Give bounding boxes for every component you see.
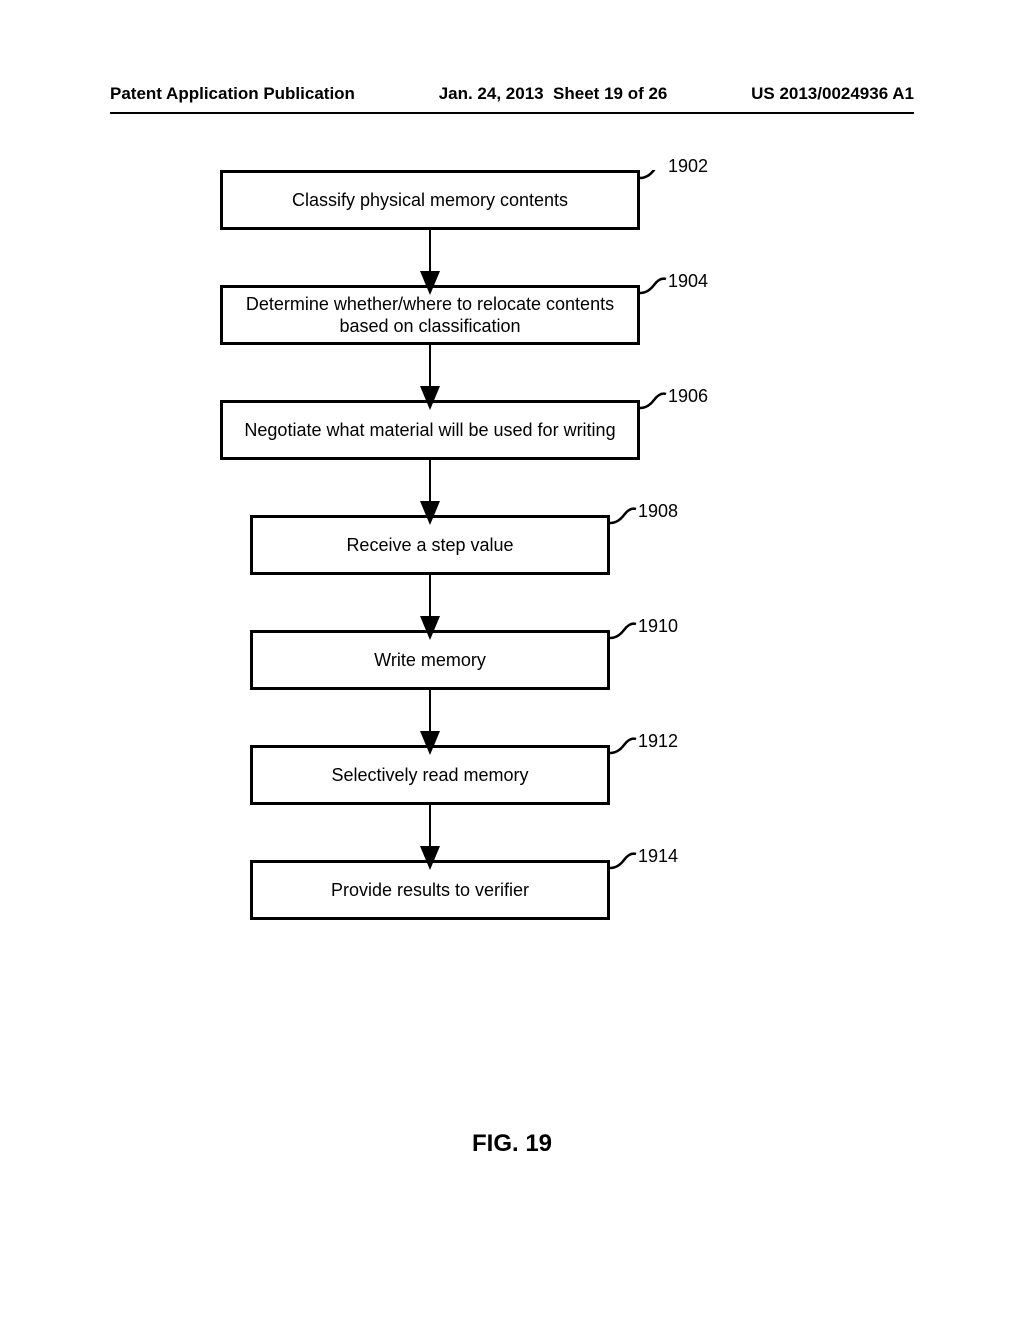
flowchart-node: Provide results to verifier	[250, 860, 610, 920]
reference-number: 1912	[638, 731, 678, 752]
reference-leader	[610, 739, 636, 753]
reference-number: 1910	[638, 616, 678, 637]
reference-number: 1904	[668, 271, 708, 292]
reference-leader	[610, 854, 636, 868]
reference-leader	[640, 394, 666, 408]
flowchart-node: Classify physical memory contents	[220, 170, 640, 230]
reference-leader	[610, 509, 636, 523]
reference-leader	[640, 170, 666, 178]
page-header: Patent Application Publication Jan. 24, …	[110, 84, 914, 114]
flowchart-node: Negotiate what material will be used for…	[220, 400, 640, 460]
flowchart-node: Write memory	[250, 630, 610, 690]
figure-caption: FIG. 19	[0, 1130, 1024, 1158]
flowchart-node: Selectively read memory	[250, 745, 610, 805]
flowchart-node: Determine whether/where to relocate cont…	[220, 285, 640, 345]
reference-leader	[610, 624, 636, 638]
header-left: Patent Application Publication	[110, 84, 355, 112]
reference-number: 1902	[668, 156, 708, 177]
reference-number: 1906	[668, 386, 708, 407]
reference-leader	[640, 279, 666, 293]
reference-number: 1908	[638, 501, 678, 522]
flowchart-node: Receive a step value	[250, 515, 610, 575]
header-right: US 2013/0024936 A1	[751, 84, 914, 112]
header-center: Jan. 24, 2013 Sheet 19 of 26	[439, 84, 668, 112]
reference-number: 1914	[638, 846, 678, 867]
